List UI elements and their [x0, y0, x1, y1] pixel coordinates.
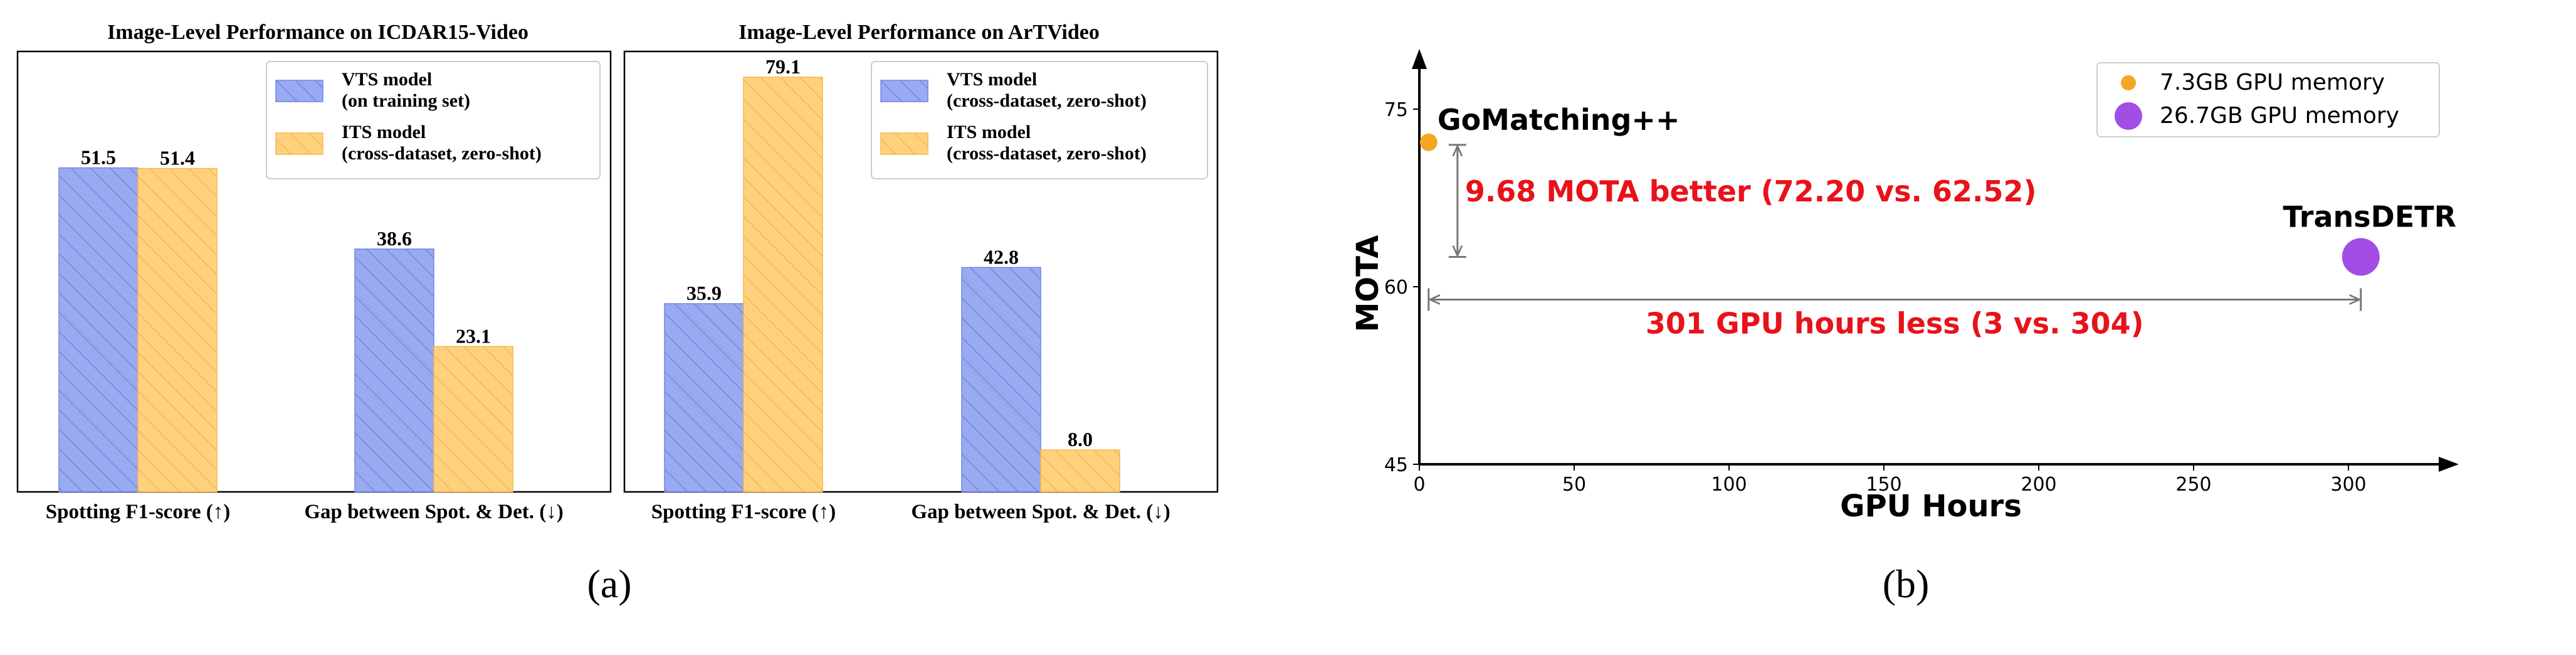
point-transdetr — [2342, 238, 2380, 276]
legend-box — [871, 61, 1208, 179]
legend-swatch-its — [275, 132, 323, 155]
legend: VTS model (on training set) ITS model (cro… — [266, 61, 601, 179]
legend-label-vts: VTS model (on training set) — [342, 69, 470, 111]
caption-b: (b) — [1883, 562, 1930, 606]
caption-a: (a) — [587, 562, 631, 606]
legend-swatch-vts — [275, 80, 323, 102]
y-tick-label: 75 — [1384, 99, 1408, 121]
chart-title: Image-Level Performance on ArTVideo — [739, 21, 1100, 44]
bar-vts-1 — [354, 248, 434, 493]
bar-value-label: 23.1 — [456, 324, 491, 347]
mota-annotation: 9.68 MOTA better (72.20 vs. 62.52) — [1465, 174, 2037, 208]
x-tick-label: Gap between Spot. & Det. (↓) — [304, 501, 563, 523]
x-tick-label: 0 — [1413, 474, 1425, 496]
legend-marker-large — [2115, 102, 2142, 130]
legend: VTS model (cross-dataset, zero-shot) ITS … — [871, 61, 1208, 179]
plot-frame — [623, 50, 1219, 493]
gpu-annotation: 301 GPU hours less (3 vs. 304) — [1646, 306, 2144, 340]
legend-label-its: ITS model (cross-dataset, zero-shot) — [947, 122, 1147, 164]
bar-value-label: 8.0 — [1068, 428, 1093, 450]
bar-its-0 — [137, 168, 218, 493]
x-tick-label: 300 — [2330, 474, 2366, 496]
legend-box — [2096, 62, 2440, 137]
legend-swatch-vts — [880, 80, 928, 102]
x-axis-label: GPU Hours — [1840, 489, 2022, 524]
x-tick-label: Gap between Spot. & Det. (↓) — [911, 501, 1170, 523]
point-label-transdetr: TransDETR — [2283, 200, 2456, 233]
y-axis-arrow — [1412, 49, 1427, 69]
x-tick-label: 250 — [2175, 474, 2211, 496]
legend-box — [266, 61, 601, 179]
chart-title: Image-Level Performance on ICDAR15-Video — [107, 21, 528, 44]
bar-value-label: 38.6 — [377, 227, 412, 250]
legend-label-vts: VTS model (cross-dataset, zero-shot) — [947, 69, 1147, 111]
icdar15-bar-chart: Image-Level Performance on ICDAR15-Video… — [16, 21, 612, 523]
y-tick-label: 60 — [1384, 277, 1408, 299]
bar-value-label: 79.1 — [765, 55, 801, 78]
bar-vts-1 — [961, 267, 1041, 493]
legend-label-large: 26.7GB GPU memory — [2160, 103, 2399, 129]
bar-vts-0 — [58, 167, 139, 493]
x-tick-label: 100 — [1711, 474, 1747, 496]
x-axis-arrow — [2439, 457, 2459, 472]
x-tick-label: 150 — [1866, 474, 1901, 496]
bar-value-label: 51.4 — [160, 147, 195, 169]
bar-its-0 — [743, 77, 823, 493]
point-label-gomatching: GoMatching++ — [1438, 103, 1680, 137]
y-tick-label: 45 — [1384, 454, 1408, 476]
plot-frame — [16, 50, 612, 493]
point-gomatching — [1419, 133, 1438, 151]
bar-vts-0 — [664, 303, 744, 493]
legend-label-small: 7.3GB GPU memory — [2160, 70, 2385, 95]
gpu-hours-scatter: 0 50 100 150 200 250 300 45 60 75 7.3GB GPU memor… — [1350, 49, 2459, 524]
bar-value-label: 35.9 — [686, 282, 722, 304]
bar-value-label: 51.5 — [81, 146, 116, 169]
x-tick-label: 200 — [2021, 474, 2056, 496]
legend: 7.3GB GPU memory 26.7GB GPU memory — [2096, 62, 2440, 137]
legend-marker-small — [2121, 75, 2136, 90]
x-tick-label: 50 — [1562, 474, 1586, 496]
y-axis-label: MOTA — [1350, 235, 1385, 333]
artvideo-bar-chart: Image-Level Performance on ArTVideo 35.9… — [623, 21, 1219, 523]
x-tick-label: Spotting F1-score (↑) — [46, 501, 231, 523]
bar-its-1 — [1040, 449, 1120, 493]
x-tick-label: Spotting F1-score (↑) — [651, 501, 836, 523]
bar-its-1 — [433, 346, 513, 493]
legend-swatch-its — [880, 132, 928, 155]
legend-label-its: ITS model (cross-dataset, zero-shot) — [342, 122, 542, 164]
bar-value-label: 42.8 — [984, 245, 1019, 268]
